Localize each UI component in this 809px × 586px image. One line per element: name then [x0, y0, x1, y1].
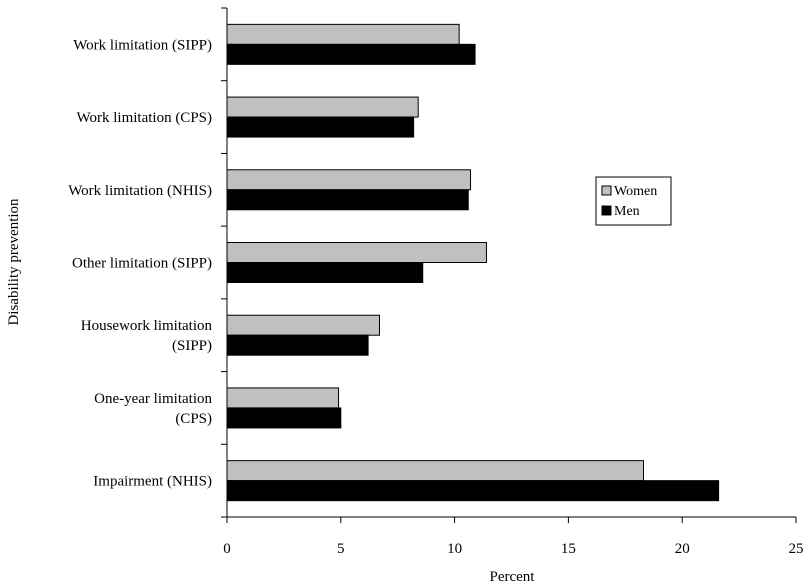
- legend-swatch-men: [601, 205, 612, 216]
- category-label: Other limitation (SIPP): [72, 256, 212, 272]
- category-labels: Work limitation (SIPP) Work limitation (C…: [68, 37, 212, 489]
- x-tick-label: 25: [789, 541, 804, 557]
- bar-men-6: [226, 480, 720, 502]
- bar-men-5: [226, 407, 342, 429]
- bar-women-0: [226, 23, 460, 45]
- x-axis-title: Percent: [490, 569, 536, 585]
- y-axis-title: Disability prevention: [6, 198, 22, 326]
- legend-label-men: Men: [614, 204, 640, 219]
- x-axis-ticks: 0 5 10 15 20 25: [223, 517, 804, 557]
- legend-box: [595, 176, 672, 226]
- y-axis-ticks: [221, 7, 227, 518]
- x-tick-label: 0: [223, 541, 231, 557]
- bars-group: [226, 23, 720, 502]
- bar-women-6: [226, 460, 645, 482]
- bar-men-3: [226, 262, 424, 283]
- bar-women-5: [226, 387, 340, 409]
- x-tick-label: 5: [337, 541, 345, 557]
- bar-women-4: [226, 314, 380, 336]
- category-label: (CPS): [175, 411, 212, 427]
- x-tick-label: 20: [675, 541, 690, 557]
- x-tick-label: 10: [447, 541, 462, 557]
- category-label: Impairment (NHIS): [93, 474, 212, 490]
- category-label: (SIPP): [172, 338, 212, 354]
- bar-men-4: [226, 334, 369, 356]
- bar-men-0: [226, 43, 476, 65]
- bar-men-2: [226, 189, 469, 211]
- bar-women-2: [226, 169, 472, 191]
- x-tick-label: 15: [561, 541, 576, 557]
- category-label: Work limitation (CPS): [77, 110, 212, 126]
- category-label: Housework limitation: [81, 318, 213, 334]
- legend-swatch-women: [601, 185, 612, 196]
- bar-women-1: [226, 96, 419, 118]
- bar-men-1: [226, 116, 415, 138]
- legend: Women Men: [595, 176, 672, 226]
- category-label: Work limitation (NHIS): [68, 183, 212, 199]
- category-label: One-year limitation: [94, 391, 212, 407]
- legend-label-women: Women: [614, 184, 657, 199]
- bar-women-3: [226, 242, 487, 263]
- category-label: Work limitation (SIPP): [73, 37, 212, 53]
